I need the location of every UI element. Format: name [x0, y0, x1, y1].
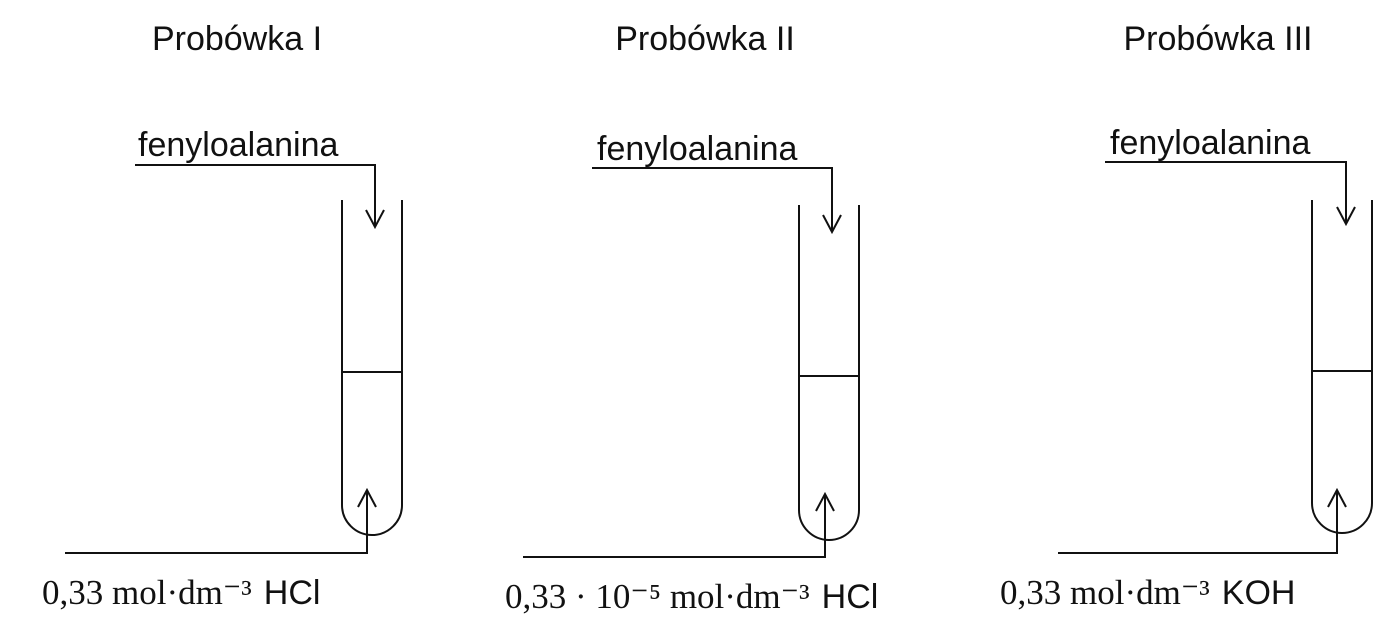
- tube-group: Probówka III fenyloalanina 0,33 mol·dm⁻³…: [1000, 20, 1373, 612]
- arrow-solution: [523, 491, 835, 558]
- top-label: fenyloalanina: [1110, 124, 1310, 162]
- tube-group: Probówka I fenyloalanina 0,33 mol·dm⁻³ H…: [42, 20, 403, 612]
- top-label: fenyloalanina: [138, 126, 338, 164]
- test-tube: [798, 205, 860, 541]
- concentration: 0,33 mol·dm⁻³: [42, 573, 252, 612]
- concentration: 0,33 · 10⁻⁵ mol·dm⁻³: [505, 577, 810, 616]
- tube-title: Probówka I: [152, 20, 322, 58]
- arrow-solution: [65, 487, 377, 554]
- bottom-label: 0,33 mol·dm⁻³ KOH: [1000, 573, 1295, 612]
- arrow-solution: [1058, 487, 1347, 554]
- reagent: HCl: [822, 578, 879, 616]
- test-tube: [1311, 200, 1373, 534]
- reagent: HCl: [264, 574, 321, 612]
- arrow-in: [592, 167, 842, 235]
- bottom-label: 0,33 mol·dm⁻³ HCl: [42, 573, 320, 612]
- tube-title: Probówka II: [615, 20, 795, 58]
- reagent: KOH: [1222, 574, 1296, 612]
- top-label: fenyloalanina: [597, 130, 797, 168]
- arrow-in: [135, 164, 385, 230]
- test-tube: [341, 200, 403, 536]
- tube-group: Probówka II fenyloalanina 0,33 · 10⁻⁵ mo…: [505, 20, 878, 616]
- arrow-in: [1105, 161, 1356, 227]
- bottom-label: 0,33 · 10⁻⁵ mol·dm⁻³ HCl: [505, 577, 878, 616]
- concentration: 0,33 mol·dm⁻³: [1000, 573, 1210, 612]
- tube-title: Probówka III: [1124, 20, 1313, 58]
